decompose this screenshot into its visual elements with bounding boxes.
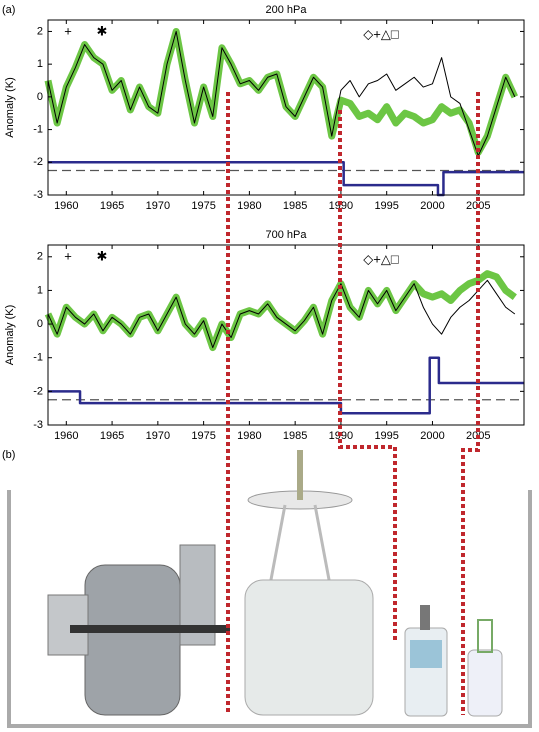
y-tick-label: -2 [33,156,43,168]
radiosonde-4 [467,619,503,717]
chart-title: 700 hPa [266,229,308,241]
series-line [44,270,517,352]
chart: -3 -2 -1 0 1 2 1960 1965 1970 1975 1980 1985 1990 199… [4,4,525,212]
x-tick-label: 1970 [146,200,170,212]
connectors [226,92,480,715]
annotation: ◇+△□ [363,251,399,266]
photo-panel [7,450,532,728]
plot-frame [47,244,525,426]
y-tick-label: -1 [33,123,43,135]
annotation: ◇+△□ [363,26,399,41]
y-tick-label: 0 [37,91,43,103]
y-tick-label: 2 [37,251,43,263]
radiosonde-3 [404,605,448,717]
annotation: ✱ [97,248,108,263]
radiosonde-2 [244,450,374,716]
x-tick-label: 1980 [237,430,261,442]
panel-label: (b) [2,449,15,461]
y-tick-label: -1 [33,352,43,364]
series-line [48,161,524,197]
x-tick-label: 1965 [100,200,124,212]
x-tick-label: 1985 [283,200,307,212]
annotation: ✱ [97,23,108,38]
x-tick-label: 1975 [191,430,215,442]
y-tick-label: -3 [33,419,43,431]
series-line [47,279,516,349]
x-tick-label: 1990 [329,200,353,212]
y-axis-label: Anomaly (K) [4,305,16,366]
x-tick-label: 1960 [54,200,78,212]
y-tick-label: 2 [37,25,43,37]
annotation: + [64,23,72,38]
x-tick-label: 2000 [420,200,444,212]
y-tick-label: 0 [37,318,43,330]
panel-label: (a) [2,4,15,16]
chart-title: 200 hPa [266,4,308,16]
x-tick-label: 1960 [54,430,78,442]
old-radiosonde [47,544,230,716]
x-tick-label: 1975 [191,200,215,212]
x-tick-label: 1980 [237,200,261,212]
annotation: + [64,248,72,263]
connector [461,92,480,715]
y-tick-label: -2 [33,385,43,397]
x-tick-label: 2000 [420,430,444,442]
connector [338,110,397,640]
frame [7,490,532,728]
plot-frame [47,19,525,196]
x-tick-label: 1995 [374,200,398,212]
y-tick-label: 1 [37,58,43,70]
y-axis-label: Anomaly (K) [4,77,16,138]
x-tick-label: 1985 [283,430,307,442]
y-tick-label: -3 [33,189,43,201]
series-line [47,30,516,157]
x-tick-label: 1970 [146,430,170,442]
series-line [48,356,524,415]
x-tick-label: 1995 [374,430,398,442]
y-tick-label: 1 [37,284,43,296]
x-tick-label: 1965 [100,430,124,442]
